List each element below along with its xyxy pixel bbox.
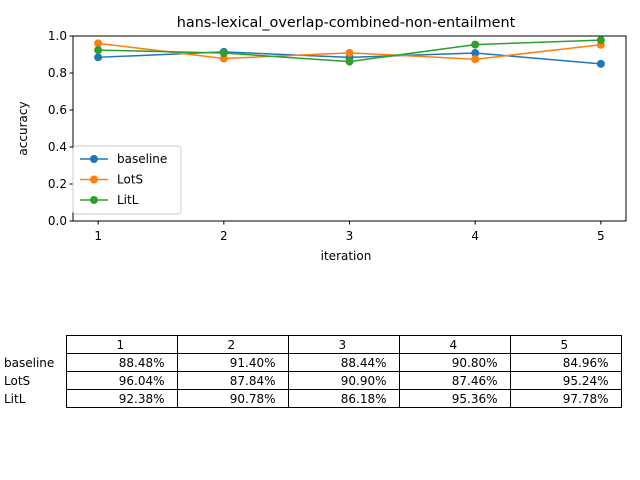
x-tick-label: 1 [94,229,102,243]
data-point [471,40,480,49]
table-row-litl: LitL 92.38% 90.78% 86.18% 95.36% 97.78% [0,389,622,408]
data-point [596,59,605,68]
table-cell: 90.90% [287,371,400,390]
legend: baseline LotS LitL [72,145,182,215]
x-tick-label: 5 [597,229,605,243]
y-axis-label: accuracy [16,101,30,155]
table-row-lots: LotS 96.04% 87.84% 90.90% 87.46% 95.24% [0,371,622,390]
table-cell: 84.96% [509,353,622,372]
legend-label: baseline [117,152,167,166]
y-tick-label: 0.0 [48,214,67,228]
table-col-header: 3 [287,335,400,354]
y-tick-label: 0.8 [48,66,67,80]
table-col-header: 2 [176,335,289,354]
table-row-label: LotS [4,373,31,388]
legend-label: LotS [117,173,143,187]
results-table: 1 2 3 4 5 baseline 88.48% 91.40% 88.44% … [0,335,622,408]
table-cell: 88.48% [65,353,178,372]
table-cell: 92.38% [65,389,178,408]
y-axis: 0.0 0.2 0.4 0.6 0.8 1.0 [48,29,73,228]
table-cell: 91.40% [176,353,289,372]
table-cell: 97.78% [509,389,622,408]
data-point [94,39,103,48]
data-point [94,46,103,55]
table-col-header: 4 [398,335,511,354]
x-tick-label: 3 [346,229,354,243]
x-tick-label: 2 [220,229,228,243]
table-row-label: baseline [4,355,55,370]
legend-swatch-marker [90,155,98,163]
data-point [345,57,354,66]
table-cell: 87.46% [398,371,511,390]
data-point [596,36,605,45]
table-corner [0,336,66,354]
table-col-header: 5 [509,335,622,354]
table-cell: 95.36% [398,389,511,408]
table-col-header: 1 [65,335,178,354]
y-tick-label: 0.2 [48,177,67,191]
series-litl [94,36,605,66]
table-header-row: 1 2 3 4 5 [0,335,622,354]
data-point [345,48,354,57]
legend-swatch-marker [90,196,98,204]
x-axis: 1 2 3 4 5 [94,221,605,243]
series-layer [94,36,605,68]
table-cell: 88.44% [287,353,400,372]
x-tick-label: 4 [471,229,479,243]
data-point [471,55,480,64]
table-cell: 86.18% [287,389,400,408]
y-tick-label: 0.4 [48,140,67,154]
table-cell: 95.24% [509,371,622,390]
data-point [94,53,103,62]
data-point [471,49,480,58]
chart-title: hans-lexical_overlap-combined-non-entail… [177,15,516,31]
table-row-baseline: baseline 88.48% 91.40% 88.44% 90.80% 84.… [0,353,622,372]
table-cell: 87.84% [176,371,289,390]
y-tick-label: 0.6 [48,103,67,117]
data-point [219,49,228,58]
table-cell: 90.78% [176,389,289,408]
table-cell: 90.80% [398,353,511,372]
legend-box [72,145,182,215]
y-tick-label: 1.0 [48,29,67,43]
legend-swatch-marker [90,175,98,184]
table-row-label: LitL [4,391,26,406]
x-axis-label: iteration [321,249,372,263]
table-cell: 96.04% [65,371,178,390]
legend-label: LitL [117,193,139,207]
